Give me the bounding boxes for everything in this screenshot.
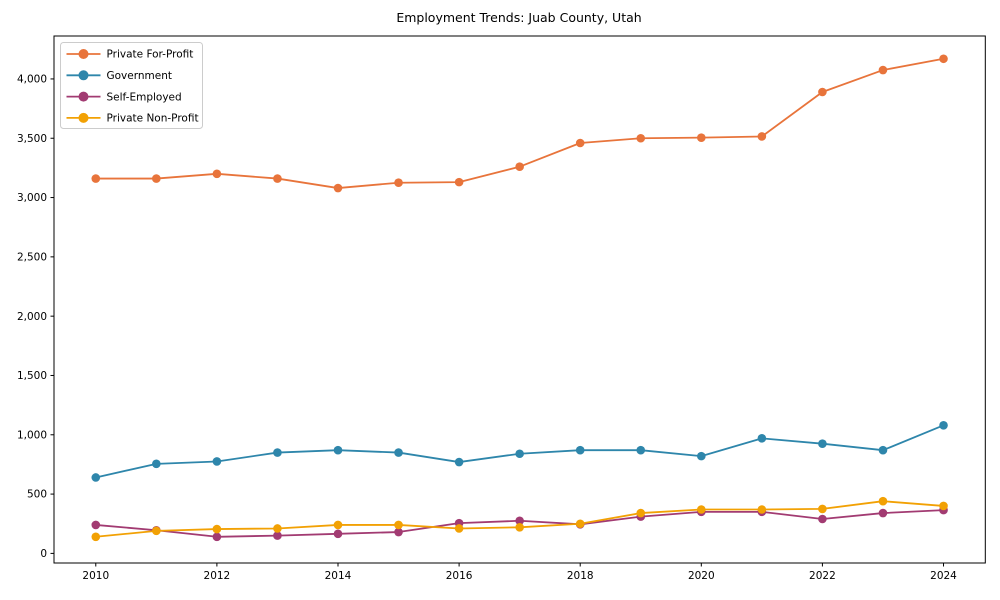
- legend-swatch-marker-private-for-profit: [78, 49, 89, 59]
- y-tick-label: 1,000: [17, 429, 47, 441]
- y-tick-label: 0: [40, 548, 47, 560]
- data-point-self-employed: [394, 527, 403, 537]
- data-point-private-non-profit: [91, 532, 101, 542]
- data-point-private-for-profit: [454, 177, 464, 187]
- y-tick-label: 2,500: [17, 251, 47, 263]
- x-tick-label: 2012: [204, 570, 231, 582]
- x-tick-label: 2020: [688, 570, 715, 582]
- data-point-private-for-profit: [818, 87, 827, 97]
- data-point-government: [454, 457, 464, 467]
- data-point-private-non-profit: [757, 505, 767, 514]
- data-point-private-for-profit: [212, 169, 222, 179]
- plot-border: [53, 35, 986, 564]
- legend-swatch-marker-government: [78, 70, 89, 81]
- data-point-private-for-profit: [394, 178, 403, 188]
- y-tick-label: 4,000: [17, 74, 47, 86]
- legend-label-private-for-profit: Private For-Profit: [107, 49, 194, 61]
- data-point-government: [333, 445, 343, 455]
- data-point-private-non-profit: [575, 519, 585, 529]
- legend-label-self-employed: Self-Employed: [107, 91, 182, 103]
- data-point-private-for-profit: [273, 174, 282, 183]
- data-point-government: [697, 451, 706, 461]
- x-tick-label: 2016: [446, 570, 473, 582]
- data-point-government: [273, 448, 282, 457]
- data-point-self-employed: [273, 531, 282, 540]
- y-tick-label: 1,500: [17, 370, 47, 382]
- data-point-government: [394, 448, 403, 457]
- data-point-private-for-profit: [152, 174, 161, 183]
- legend-box: [60, 42, 203, 129]
- data-point-government: [636, 445, 646, 455]
- data-point-private-for-profit: [575, 138, 585, 148]
- x-tick-label: 2022: [809, 570, 836, 582]
- data-point-self-employed: [515, 516, 524, 526]
- x-tick-label: 2014: [325, 570, 352, 582]
- x-tick-label: 2018: [567, 570, 594, 582]
- legend-swatch-marker-private-non-profit: [78, 112, 89, 123]
- y-tick-label: 500: [27, 489, 47, 501]
- legend-label-government: Government: [107, 70, 172, 82]
- data-point-private-for-profit: [91, 174, 101, 183]
- y-tick-label: 3,500: [17, 133, 47, 145]
- data-point-private-non-profit: [333, 520, 343, 530]
- data-point-private-non-profit: [152, 526, 161, 536]
- data-point-private-non-profit: [273, 524, 282, 533]
- data-point-private-non-profit: [394, 520, 403, 530]
- data-point-private-for-profit: [939, 54, 948, 64]
- data-point-private-for-profit: [697, 133, 706, 142]
- legend-label-private-non-profit: Private Non-Profit: [107, 113, 199, 125]
- x-tick-label: 2024: [930, 570, 957, 582]
- data-point-self-employed: [91, 520, 101, 530]
- data-point-self-employed: [878, 508, 888, 518]
- data-point-self-employed: [333, 529, 343, 539]
- data-point-government: [515, 449, 524, 459]
- data-point-government: [575, 445, 585, 455]
- data-point-government: [939, 420, 948, 430]
- data-point-government: [212, 457, 222, 466]
- data-point-government: [757, 434, 767, 443]
- data-point-private-for-profit: [515, 162, 524, 172]
- data-point-private-for-profit: [878, 65, 888, 75]
- data-point-private-non-profit: [454, 524, 464, 533]
- data-point-private-non-profit: [939, 501, 948, 511]
- data-point-government: [878, 445, 888, 455]
- data-point-private-non-profit: [878, 496, 888, 506]
- x-tick-label: 2010: [82, 570, 109, 582]
- data-point-self-employed: [818, 514, 827, 524]
- data-point-private-for-profit: [333, 183, 343, 193]
- data-point-private-non-profit: [697, 505, 706, 514]
- data-point-self-employed: [212, 532, 222, 542]
- data-point-private-non-profit: [212, 524, 222, 534]
- y-tick-label: 3,000: [17, 192, 47, 204]
- legend-swatch-marker-self-employed: [78, 91, 89, 102]
- data-point-private-non-profit: [818, 504, 827, 514]
- data-point-private-for-profit: [636, 133, 646, 143]
- data-point-private-non-profit: [636, 508, 646, 518]
- y-tick-label: 2,000: [17, 311, 47, 323]
- data-point-government: [152, 459, 161, 469]
- data-point-private-for-profit: [757, 132, 767, 141]
- chart-title: Employment Trends: Juab County, Utah: [396, 10, 641, 25]
- data-point-government: [91, 473, 101, 482]
- data-point-private-non-profit: [515, 523, 524, 532]
- data-point-government: [818, 439, 827, 448]
